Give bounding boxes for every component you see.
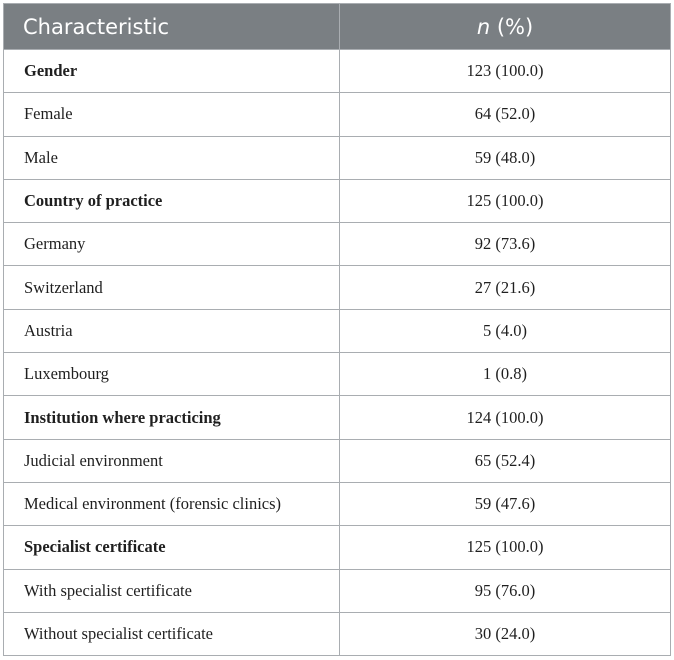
table-row: Medical environment (forensic clinics) 59… bbox=[3, 481, 671, 527]
row-label: Institution where practicing bbox=[3, 395, 340, 440]
row-label: Luxembourg bbox=[3, 352, 340, 397]
table-body: Gender 123 (100.0) Female 64 (52.0) Male 59… bbox=[3, 48, 671, 657]
row-value: 1 (0.8) bbox=[339, 352, 671, 397]
table-row: Without specialist certificate 30 (24.0) bbox=[3, 611, 671, 657]
row-value: 125 (100.0) bbox=[339, 178, 671, 224]
characteristics-table: Characteristic n (%) Gender 123 (100.0) F… bbox=[3, 3, 671, 657]
header-characteristic: Characteristic bbox=[3, 3, 340, 50]
section-row: Country of practice 125 (100.0) bbox=[3, 178, 671, 224]
row-value: 125 (100.0) bbox=[339, 525, 671, 570]
row-value: 27 (21.6) bbox=[339, 265, 671, 310]
table-row: Judicial environment 65 (52.4) bbox=[3, 438, 671, 483]
row-value: 5 (4.0) bbox=[339, 308, 671, 354]
row-label: Medical environment (forensic clinics) bbox=[3, 481, 340, 527]
table-row: With specialist certificate 95 (76.0) bbox=[3, 568, 671, 613]
row-label: Judicial environment bbox=[3, 438, 340, 483]
row-label: Gender bbox=[3, 48, 340, 94]
row-label: With specialist certificate bbox=[3, 568, 340, 613]
row-value: 124 (100.0) bbox=[339, 395, 671, 440]
row-label: Country of practice bbox=[3, 178, 340, 224]
table-row: Female 64 (52.0) bbox=[3, 92, 671, 137]
row-value: 59 (47.6) bbox=[339, 481, 671, 527]
row-label: Male bbox=[3, 135, 340, 180]
row-value: 95 (76.0) bbox=[339, 568, 671, 613]
row-label: Female bbox=[3, 92, 340, 137]
row-value: 123 (100.0) bbox=[339, 48, 671, 94]
row-label: Austria bbox=[3, 308, 340, 354]
row-value: 30 (24.0) bbox=[339, 611, 671, 657]
table-row: Germany 92 (73.6) bbox=[3, 222, 671, 267]
section-row: Gender 123 (100.0) bbox=[3, 48, 671, 94]
table-row: Switzerland 27 (21.6) bbox=[3, 265, 671, 310]
header-n-percent: n (%) bbox=[339, 3, 671, 50]
row-label: Germany bbox=[3, 222, 340, 267]
header-n: n bbox=[476, 14, 491, 39]
table-header: Characteristic n (%) bbox=[3, 3, 671, 50]
row-value: 64 (52.0) bbox=[339, 92, 671, 137]
characteristics-table-container: Characteristic n (%) Gender 123 (100.0) F… bbox=[3, 3, 671, 657]
header-row: Characteristic n (%) bbox=[3, 3, 671, 50]
row-value: 59 (48.0) bbox=[339, 135, 671, 180]
table-row: Male 59 (48.0) bbox=[3, 135, 671, 180]
section-row: Specialist certificate 125 (100.0) bbox=[3, 525, 671, 570]
header-percent: (%) bbox=[490, 14, 534, 39]
row-label: Without specialist certificate bbox=[3, 611, 340, 657]
row-value: 65 (52.4) bbox=[339, 438, 671, 483]
row-label: Specialist certificate bbox=[3, 525, 340, 570]
table-row: Austria 5 (4.0) bbox=[3, 308, 671, 354]
table-row: Luxembourg 1 (0.8) bbox=[3, 352, 671, 397]
row-label: Switzerland bbox=[3, 265, 340, 310]
row-value: 92 (73.6) bbox=[339, 222, 671, 267]
section-row: Institution where practicing 124 (100.0) bbox=[3, 395, 671, 440]
